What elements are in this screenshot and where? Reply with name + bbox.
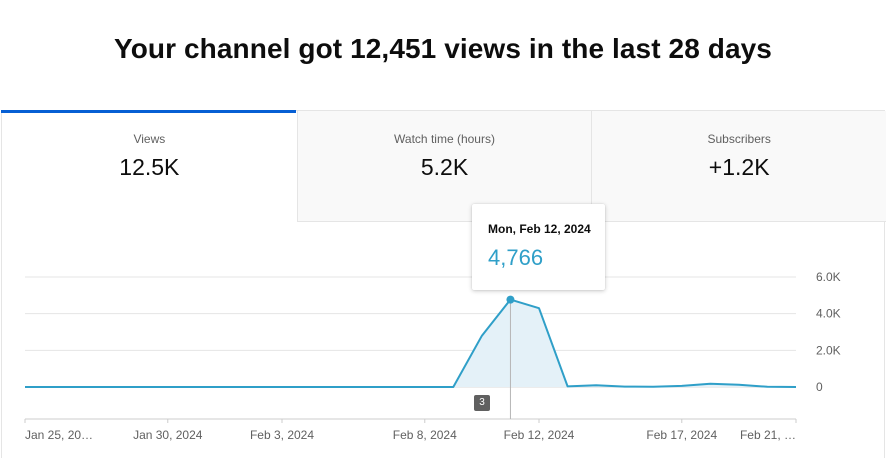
- x-tick-label: Feb 8, 2024: [393, 428, 457, 442]
- y-tick-label: 2.0K: [816, 343, 841, 357]
- y-tick-label: 4.0K: [816, 307, 841, 321]
- views-area-fill: [25, 299, 796, 387]
- annotation-marker-badge[interactable]: 3: [474, 395, 490, 411]
- tooltip-date: Mon, Feb 12, 2024: [488, 222, 591, 236]
- tab-views-label: Views: [133, 132, 166, 146]
- tab-views-value: 12.5K: [119, 154, 180, 180]
- tooltip-value: 4,766: [488, 245, 544, 270]
- y-tick-label: 0: [816, 380, 823, 394]
- chart-tooltip: Mon, Feb 12, 2024 4,766: [472, 204, 605, 290]
- x-tick-label: Jan 25, 20…: [25, 428, 93, 442]
- tab-watch-time-label: Watch time (hours): [394, 132, 495, 146]
- page-title: Your channel got 12,451 views in the las…: [114, 33, 772, 64]
- metrics-card: Views 12.5K Watch time (hours) 5.2K Subs…: [1, 110, 887, 458]
- tab-subscribers[interactable]: Subscribers +1.2K: [591, 111, 887, 222]
- tab-watch-time-value: 5.2K: [420, 154, 469, 180]
- x-tick-label: Feb 17, 2024: [646, 428, 717, 442]
- y-tick-label: 6.0K: [816, 270, 841, 284]
- tab-views[interactable]: Views 12.5K: [1, 110, 297, 222]
- tab-watch-time[interactable]: Watch time (hours) 5.2K: [296, 111, 592, 222]
- views-series-line: [25, 298, 797, 388]
- metric-tabs: Views 12.5K Watch time (hours) 5.2K Subs…: [1, 110, 887, 222]
- x-tick-label: Jan 30, 2024: [133, 428, 203, 442]
- data-point: [506, 295, 515, 304]
- tab-subscribers-value: +1.2K: [708, 154, 770, 180]
- x-tick-label: Feb 3, 2024: [250, 428, 314, 442]
- x-tick-label: Feb 21, …: [740, 428, 796, 442]
- tab-subscribers-label: Subscribers: [707, 132, 771, 146]
- x-tick-label: Feb 12, 2024: [504, 428, 575, 442]
